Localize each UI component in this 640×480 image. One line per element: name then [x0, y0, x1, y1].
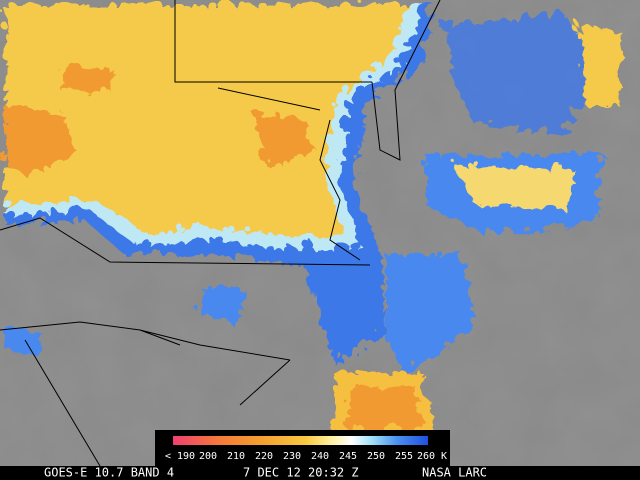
colorbar-label: 245 — [339, 451, 357, 462]
credit: NASA LARC — [422, 466, 487, 480]
colorbar-label: < 190 — [165, 451, 195, 462]
satellite-label: GOES-E 10.7 BAND 4 — [44, 466, 174, 480]
colorbar — [155, 430, 450, 466]
colorbar-label: 230 — [283, 451, 301, 462]
colorbar-gradient — [173, 436, 428, 445]
footer-bar — [0, 466, 640, 480]
colorbar-label: 210 — [227, 451, 245, 462]
colorbar-label: 220 — [255, 451, 273, 462]
timestamp: 7 DEC 12 20:32 Z — [243, 466, 359, 480]
imagery — [0, 0, 640, 467]
colorbar-label: 250 — [367, 451, 385, 462]
colorbar-label: 240 — [311, 451, 329, 462]
colorbar-label: 260 K — [417, 451, 447, 462]
colorbar-label: 200 — [199, 451, 217, 462]
colorbar-label: 255 — [395, 451, 413, 462]
